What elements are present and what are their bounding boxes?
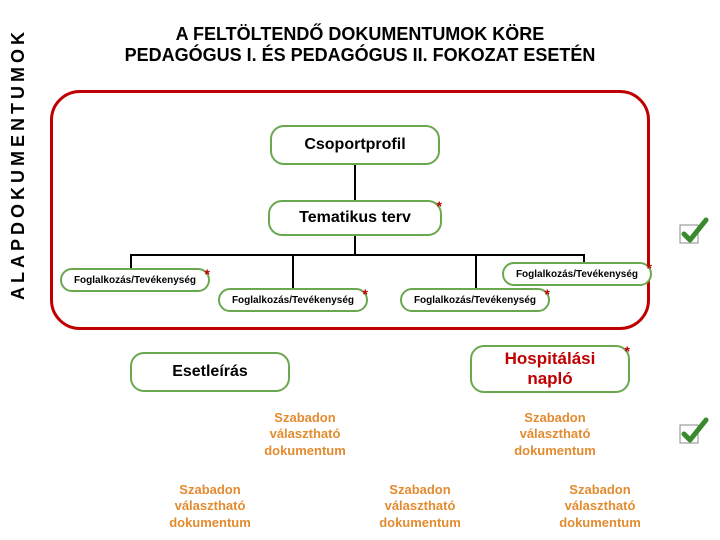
asterisk-icon: *: [437, 198, 442, 214]
connector-d3: [475, 254, 477, 288]
node-fogl1-label: Foglalkozás/Tevékenység: [74, 275, 196, 286]
title-block: A FELTÖLTENDŐ DOKUMENTUMOK KÖRE PEDAGÓGU…: [0, 0, 720, 78]
free-doc-label: Szabadon választható dokumentum: [169, 482, 251, 530]
free-doc-label: Szabadon választható dokumentum: [264, 410, 346, 458]
node-fogl3: Foglalkozás/Tevékenység *: [400, 288, 550, 312]
node-tematikus-label: Tematikus terv: [299, 209, 411, 227]
node-esetleiras-label: Esetleírás: [172, 363, 248, 381]
node-csoportprofil-label: Csoportprofil: [304, 136, 405, 154]
title-line-1: A FELTÖLTENDŐ DOKUMENTUMOK KÖRE: [0, 24, 720, 45]
free-doc-label: Szabadon választható dokumentum: [559, 482, 641, 530]
free-doc-label: Szabadon választható dokumentum: [514, 410, 596, 458]
checkmark-icon: [678, 215, 710, 247]
connector-d1: [130, 254, 132, 268]
connector-2v: [354, 236, 356, 254]
node-fogl4: Foglalkozás/Tevékenység *: [502, 262, 652, 286]
connector-2h: [130, 254, 585, 256]
node-esetleiras: Esetleírás: [130, 352, 290, 392]
free-doc-4: Szabadon választható dokumentum: [365, 482, 475, 531]
node-fogl2: Foglalkozás/Tevékenység *: [218, 288, 368, 312]
node-fogl2-label: Foglalkozás/Tevékenység: [232, 295, 354, 306]
free-doc-label: Szabadon választható dokumentum: [379, 482, 461, 530]
node-tematikus: Tematikus terv *: [268, 200, 442, 236]
node-hospitalasi: Hospitálási napló *: [470, 345, 630, 393]
free-doc-3: Szabadon választható dokumentum: [155, 482, 265, 531]
connector-1: [354, 165, 356, 200]
free-doc-1: Szabadon választható dokumentum: [250, 410, 360, 459]
asterisk-icon: *: [205, 266, 210, 282]
node-fogl4-label: Foglalkozás/Tevékenység: [516, 269, 638, 280]
free-doc-5: Szabadon választható dokumentum: [545, 482, 655, 531]
node-csoportprofil: Csoportprofil: [270, 125, 440, 165]
connector-d2: [292, 254, 294, 288]
node-fogl3-label: Foglalkozás/Tevékenység: [414, 295, 536, 306]
checkmark-icon: [678, 415, 710, 447]
free-doc-2: Szabadon választható dokumentum: [500, 410, 610, 459]
vertical-label: ALAPDOKUMENTUMOK: [8, 28, 29, 300]
asterisk-icon: *: [647, 260, 652, 276]
node-fogl1: Foglalkozás/Tevékenység *: [60, 268, 210, 292]
asterisk-icon: *: [545, 286, 550, 302]
asterisk-icon: *: [625, 343, 630, 359]
title-line-2: PEDAGÓGUS I. ÉS PEDAGÓGUS II. FOKOZAT ES…: [0, 45, 720, 66]
asterisk-icon: *: [363, 286, 368, 302]
node-hospitalasi-label: Hospitálási napló: [480, 349, 620, 389]
